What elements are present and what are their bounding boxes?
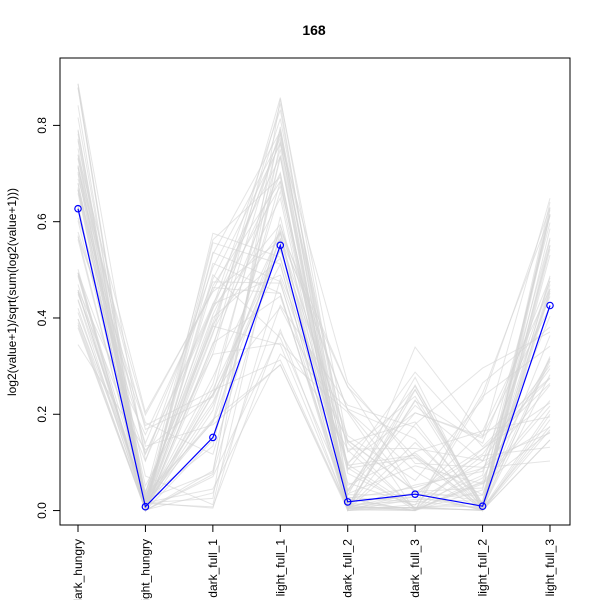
background-profile-line: [77, 154, 551, 502]
y-axis: 0.0 0.2 0.4 0.6 0.8: [35, 117, 60, 519]
data-point: [209, 433, 217, 442]
chart-title: 168: [302, 22, 326, 38]
x-tick-label: light_full_1: [273, 539, 287, 597]
y-tick-label: 0.0: [35, 502, 49, 519]
data-point: [478, 502, 487, 511]
y-tick-label: 0.6: [35, 213, 49, 230]
background-profile-line: [77, 189, 551, 513]
y-axis-label: log2(value+1)/sqrt(sum(log2(value+1))): [5, 188, 19, 396]
highlight-series-line: [77, 208, 551, 508]
background-profile-line: [77, 187, 551, 512]
background-profile-line: [77, 273, 551, 512]
x-tick-label: light_full_2: [476, 539, 490, 597]
background-profile-line: [77, 148, 551, 513]
background-profile-line: [77, 130, 551, 511]
x-tick-label: dark_full_3: [408, 539, 422, 598]
background-profile-line: [77, 133, 551, 512]
x-tick-label: light_full_3: [543, 539, 557, 597]
y-tick-label: 0.4: [35, 309, 49, 326]
plot-frame: [59, 57, 571, 526]
background-profile-line: [77, 189, 551, 509]
background-profile-line: [77, 98, 551, 510]
x-tick-label: dark_full_1: [206, 539, 220, 598]
background-profile-line: [77, 183, 551, 506]
data-point: [411, 490, 419, 499]
data-point: [74, 204, 82, 213]
background-profile-line: [77, 155, 551, 510]
y-tick-label: 0.2: [35, 406, 49, 423]
background-profile-line: [77, 277, 551, 508]
data-point: [276, 241, 285, 250]
data-point: [546, 301, 554, 310]
y-tick-label: 0.8: [35, 117, 49, 134]
x-axis: dark_hungry light_hungry dark_full_1 light_…: [71, 525, 557, 600]
background-profile-line: [77, 157, 551, 512]
x-tick-label: dark_full_2: [341, 539, 355, 598]
data-point: [141, 502, 150, 511]
highlight-series: [74, 204, 554, 511]
background-profile-line: [77, 193, 551, 508]
background-profile-line: [77, 129, 551, 513]
background-profile-line: [77, 83, 551, 468]
x-tick-label: dark_hungry: [71, 539, 85, 600]
background-profile-line: [77, 105, 551, 510]
background-profile-line: [77, 236, 551, 511]
background-profile-line: [77, 166, 551, 509]
data-point: [343, 498, 352, 506]
x-tick-label: light_hungry: [138, 539, 152, 600]
background-profile-line: [77, 109, 551, 511]
background-profile-line: [77, 103, 551, 511]
background-profile-lines: [77, 83, 551, 513]
background-profile-line: [77, 214, 551, 512]
